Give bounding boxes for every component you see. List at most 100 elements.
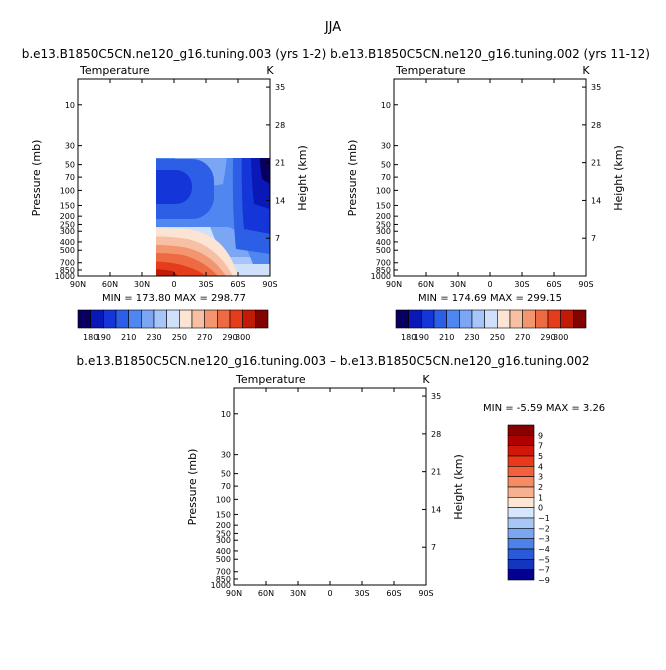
x-tick-label: 30N [450,280,466,289]
y-tick-label-pressure: 300 [376,227,391,236]
y-tick-label-pressure: 50 [221,470,231,479]
panel-3-axes: 1030507010015020025030040050070085010003… [211,388,441,598]
colorbar-swatch [507,424,535,436]
y-tick-label-pressure: 200 [216,521,231,530]
y-tick-label-pressure: 100 [376,186,391,195]
y-tick-label-pressure: 850 [376,266,391,275]
colorbar-label: 250 [172,333,187,342]
colorbar-swatch [507,507,535,519]
y-tick-label-pressure: 200 [60,212,75,221]
colorbar-swatch [90,309,104,329]
colorbar-label: 4 [538,462,543,471]
y-tick-label-pressure: 250 [216,529,231,538]
panel-2-ylabel-left: Pressure (mb) [346,140,359,217]
x-tick-label: 90S [418,589,433,598]
panel-2-variable: Temperature [395,64,466,77]
contour-fill-level-1 [394,79,586,264]
colorbar-label: 190 [414,333,429,342]
y-tick-label-height: 28 [431,430,441,439]
colorbar-swatch [217,309,231,329]
contour-fill-upper-warm [394,79,454,103]
panel-2-axes: 1030507010015020025030040050070085010003… [371,79,601,289]
panel-3-frame [233,387,427,586]
y-tick-label-pressure: 1000 [55,272,75,281]
diff-fill-0-to-1 [234,388,426,585]
colorbar-swatch [507,455,535,467]
panel-1: b.e13.B1850C5CN.ne120_g16.tuning.003 (yr… [22,47,327,342]
colorbar-label: 290 [540,333,555,342]
x-tick-label: 90N [226,589,242,598]
y-tick-label-pressure: 400 [376,238,391,247]
contour-fill-level-7 [558,79,586,234]
y-tick-label-height: 21 [591,159,601,168]
y-tick-label-pressure: 1000 [211,581,231,590]
colorbar-label: −5 [538,555,550,564]
colorbar-label: 210 [439,333,454,342]
colorbar-swatch [446,309,460,329]
x-tick-label: 90S [262,280,277,289]
y-tick-label-height: 14 [591,196,601,205]
colorbar-label: −4 [538,545,550,554]
colorbar-swatch [166,309,180,329]
y-tick-label-height: 14 [431,505,441,514]
colorbar-label: 180 [401,333,416,342]
panel-3-variable: Temperature [235,373,306,386]
x-tick-label: 0 [487,280,492,289]
colorbar-swatch [547,309,561,329]
colorbar-swatch [153,309,167,329]
colorbar-label: −2 [538,524,550,533]
colorbar-swatch [433,309,447,329]
contour-fill-level-3 [394,79,586,264]
colorbar-swatch [204,309,218,329]
x-tick-label: 60S [230,280,245,289]
x-tick-label: 60N [102,280,118,289]
x-tick-label: 90N [70,280,86,289]
colorbar-label: 180 [83,333,98,342]
colorbar-swatch [535,309,549,329]
panel-1-ylabel-left: Pressure (mb) [30,140,43,217]
diff-fill-below-minus1-lower [234,536,340,585]
colorbar-label: 290 [222,333,237,342]
x-tick-label: 90N [386,280,402,289]
panel-2-title: b.e13.B1850C5CN.ne120_g16.tuning.002 (yr… [330,47,650,61]
y-tick-label-pressure: 700 [216,568,231,577]
diff-fill-minus1-to-0 [234,388,426,585]
x-tick-label: 30S [198,280,213,289]
colorbar-swatch [507,528,535,539]
colorbar-swatch [507,517,535,529]
y-tick-label-pressure: 700 [60,259,75,268]
colorbar-swatch [471,309,485,329]
page-title: JJA [324,20,341,35]
colorbar-label: 300 [553,333,568,342]
colorbar-swatch [421,309,435,329]
colorbar-swatch [484,309,498,329]
colorbar-swatch [141,309,155,329]
y-tick-label-pressure: 500 [216,555,231,564]
y-tick-label-pressure: 30 [65,142,75,151]
panel-1-axes: 1030507010015020025030040050070085010003… [55,79,285,289]
colorbar-label: 9 [538,431,543,440]
y-tick-label-pressure: 70 [221,482,231,491]
colorbar-label: 250 [490,333,505,342]
colorbar-swatch [507,548,535,560]
colorbar-swatch [191,309,205,329]
colorbar-label: 5 [538,452,543,461]
y-tick-label-pressure: 10 [381,101,391,110]
y-tick-label-height: 28 [591,121,601,130]
contour-fill-level-8 [251,158,270,209]
panel-3-plot-area [234,388,426,585]
contour-fill-level-8 [567,79,586,209]
diff-fill-1-to-2-equator [316,483,350,489]
y-tick-label-pressure: 250 [376,220,391,229]
panel-3: b.e13.B1850C5CN.ne120_g16.tuning.003 – b… [77,354,606,598]
x-tick-label: 60S [386,589,401,598]
y-tick-label-height: 14 [275,196,285,205]
contour-fill-warm-3 [394,245,542,276]
colorbar-label: 230 [464,333,479,342]
colorbar-swatch [507,445,535,457]
y-tick-label-pressure: 400 [60,238,75,247]
colorbar-swatch [509,309,523,329]
y-tick-label-height: 7 [591,234,596,243]
panel-1-ylabel-right: Height (km) [296,145,309,211]
